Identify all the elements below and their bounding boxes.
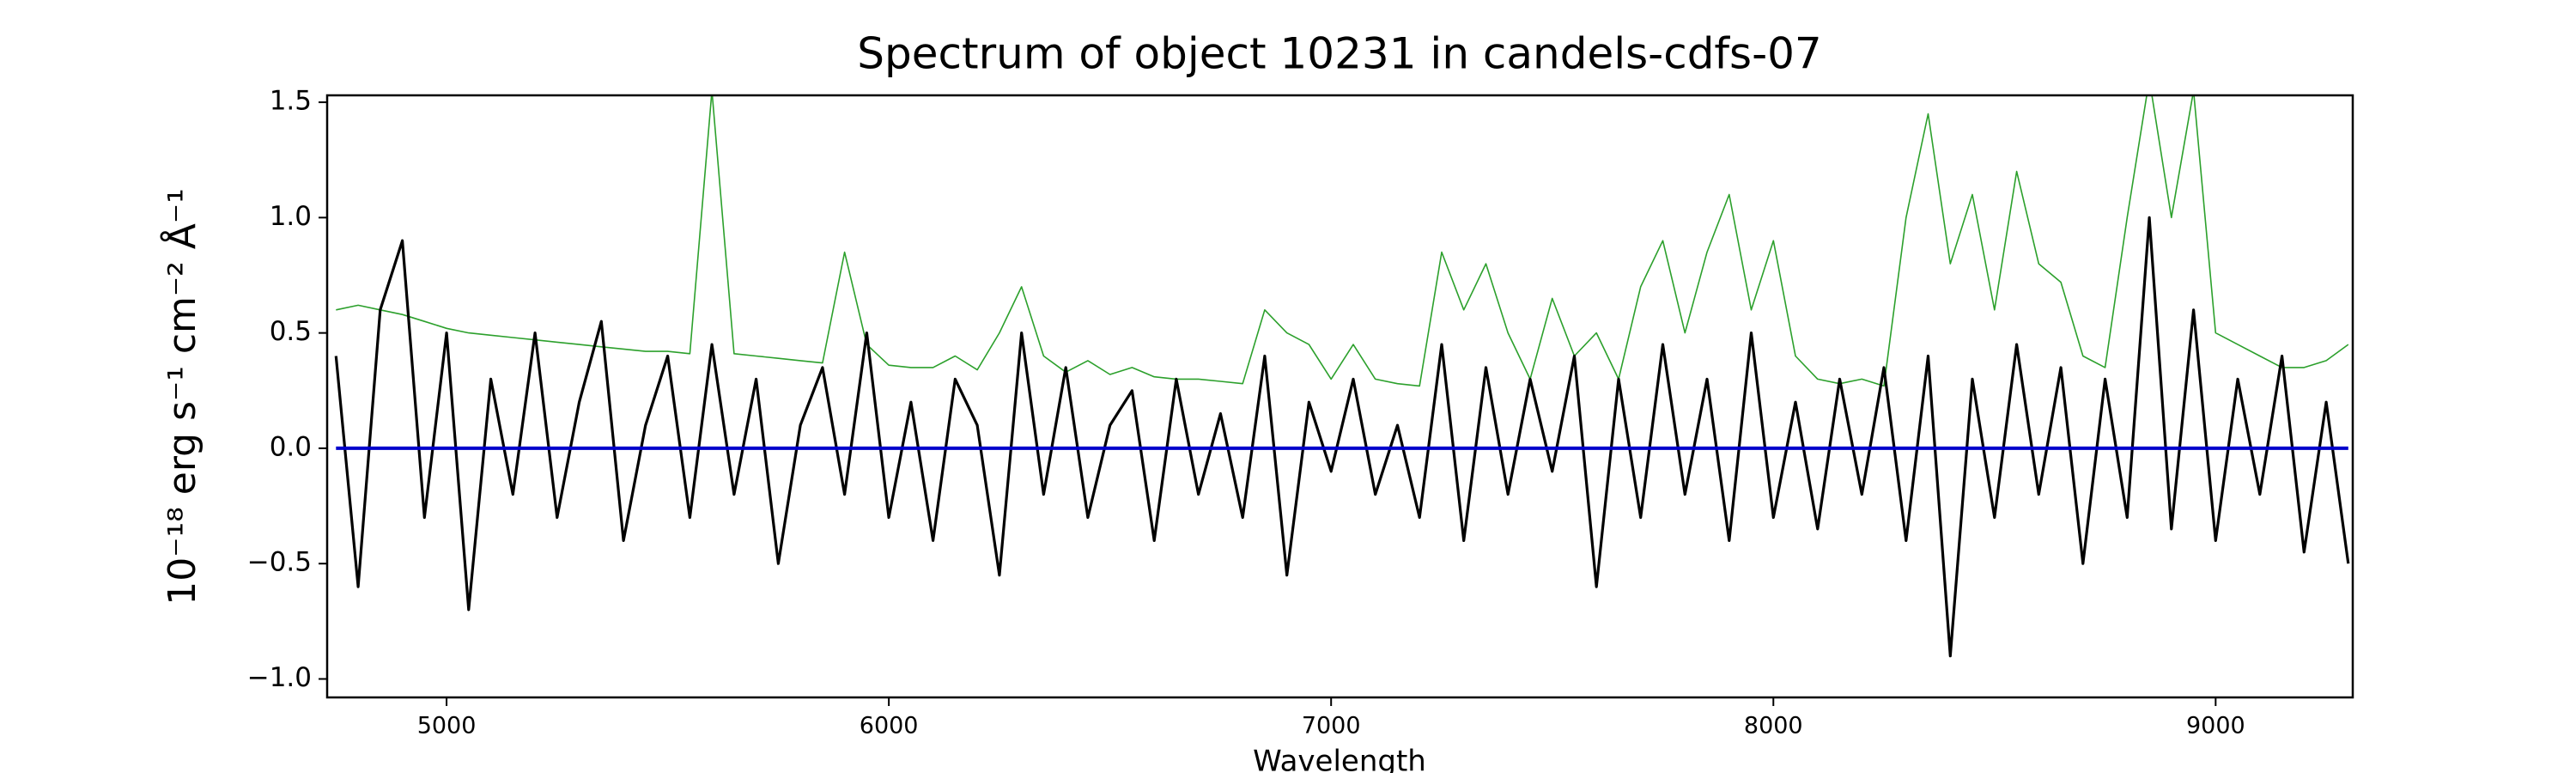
y-tick-label: 0.0 bbox=[270, 431, 312, 462]
y-tick-label: −0.5 bbox=[247, 547, 312, 578]
spectrum-line bbox=[334, 216, 2350, 658]
plot-area bbox=[334, 95, 2350, 658]
y-tick-label: −1.0 bbox=[247, 662, 312, 693]
x-tick-label: 6000 bbox=[860, 713, 919, 740]
y-tick-label: 0.5 bbox=[270, 316, 312, 347]
chart-title: Spectrum of object 10231 in candels-cdfs… bbox=[857, 29, 1822, 79]
plot-frame bbox=[325, 94, 2354, 699]
x-tick-label: 9000 bbox=[2186, 713, 2245, 740]
x-tick-label: 7000 bbox=[1302, 713, 1361, 740]
spectrum-line bbox=[336, 95, 2349, 387]
y-axis-label: 10⁻¹⁸ erg s⁻¹ cm⁻² Å⁻¹ bbox=[159, 188, 204, 605]
x-tick-label: 8000 bbox=[1744, 713, 1803, 740]
x-tick-label: 5000 bbox=[417, 713, 477, 740]
y-tick-label: 1.0 bbox=[270, 201, 312, 232]
x-axis-label: Wavelength bbox=[1253, 745, 1426, 773]
y-tick-label: 1.5 bbox=[270, 86, 312, 117]
